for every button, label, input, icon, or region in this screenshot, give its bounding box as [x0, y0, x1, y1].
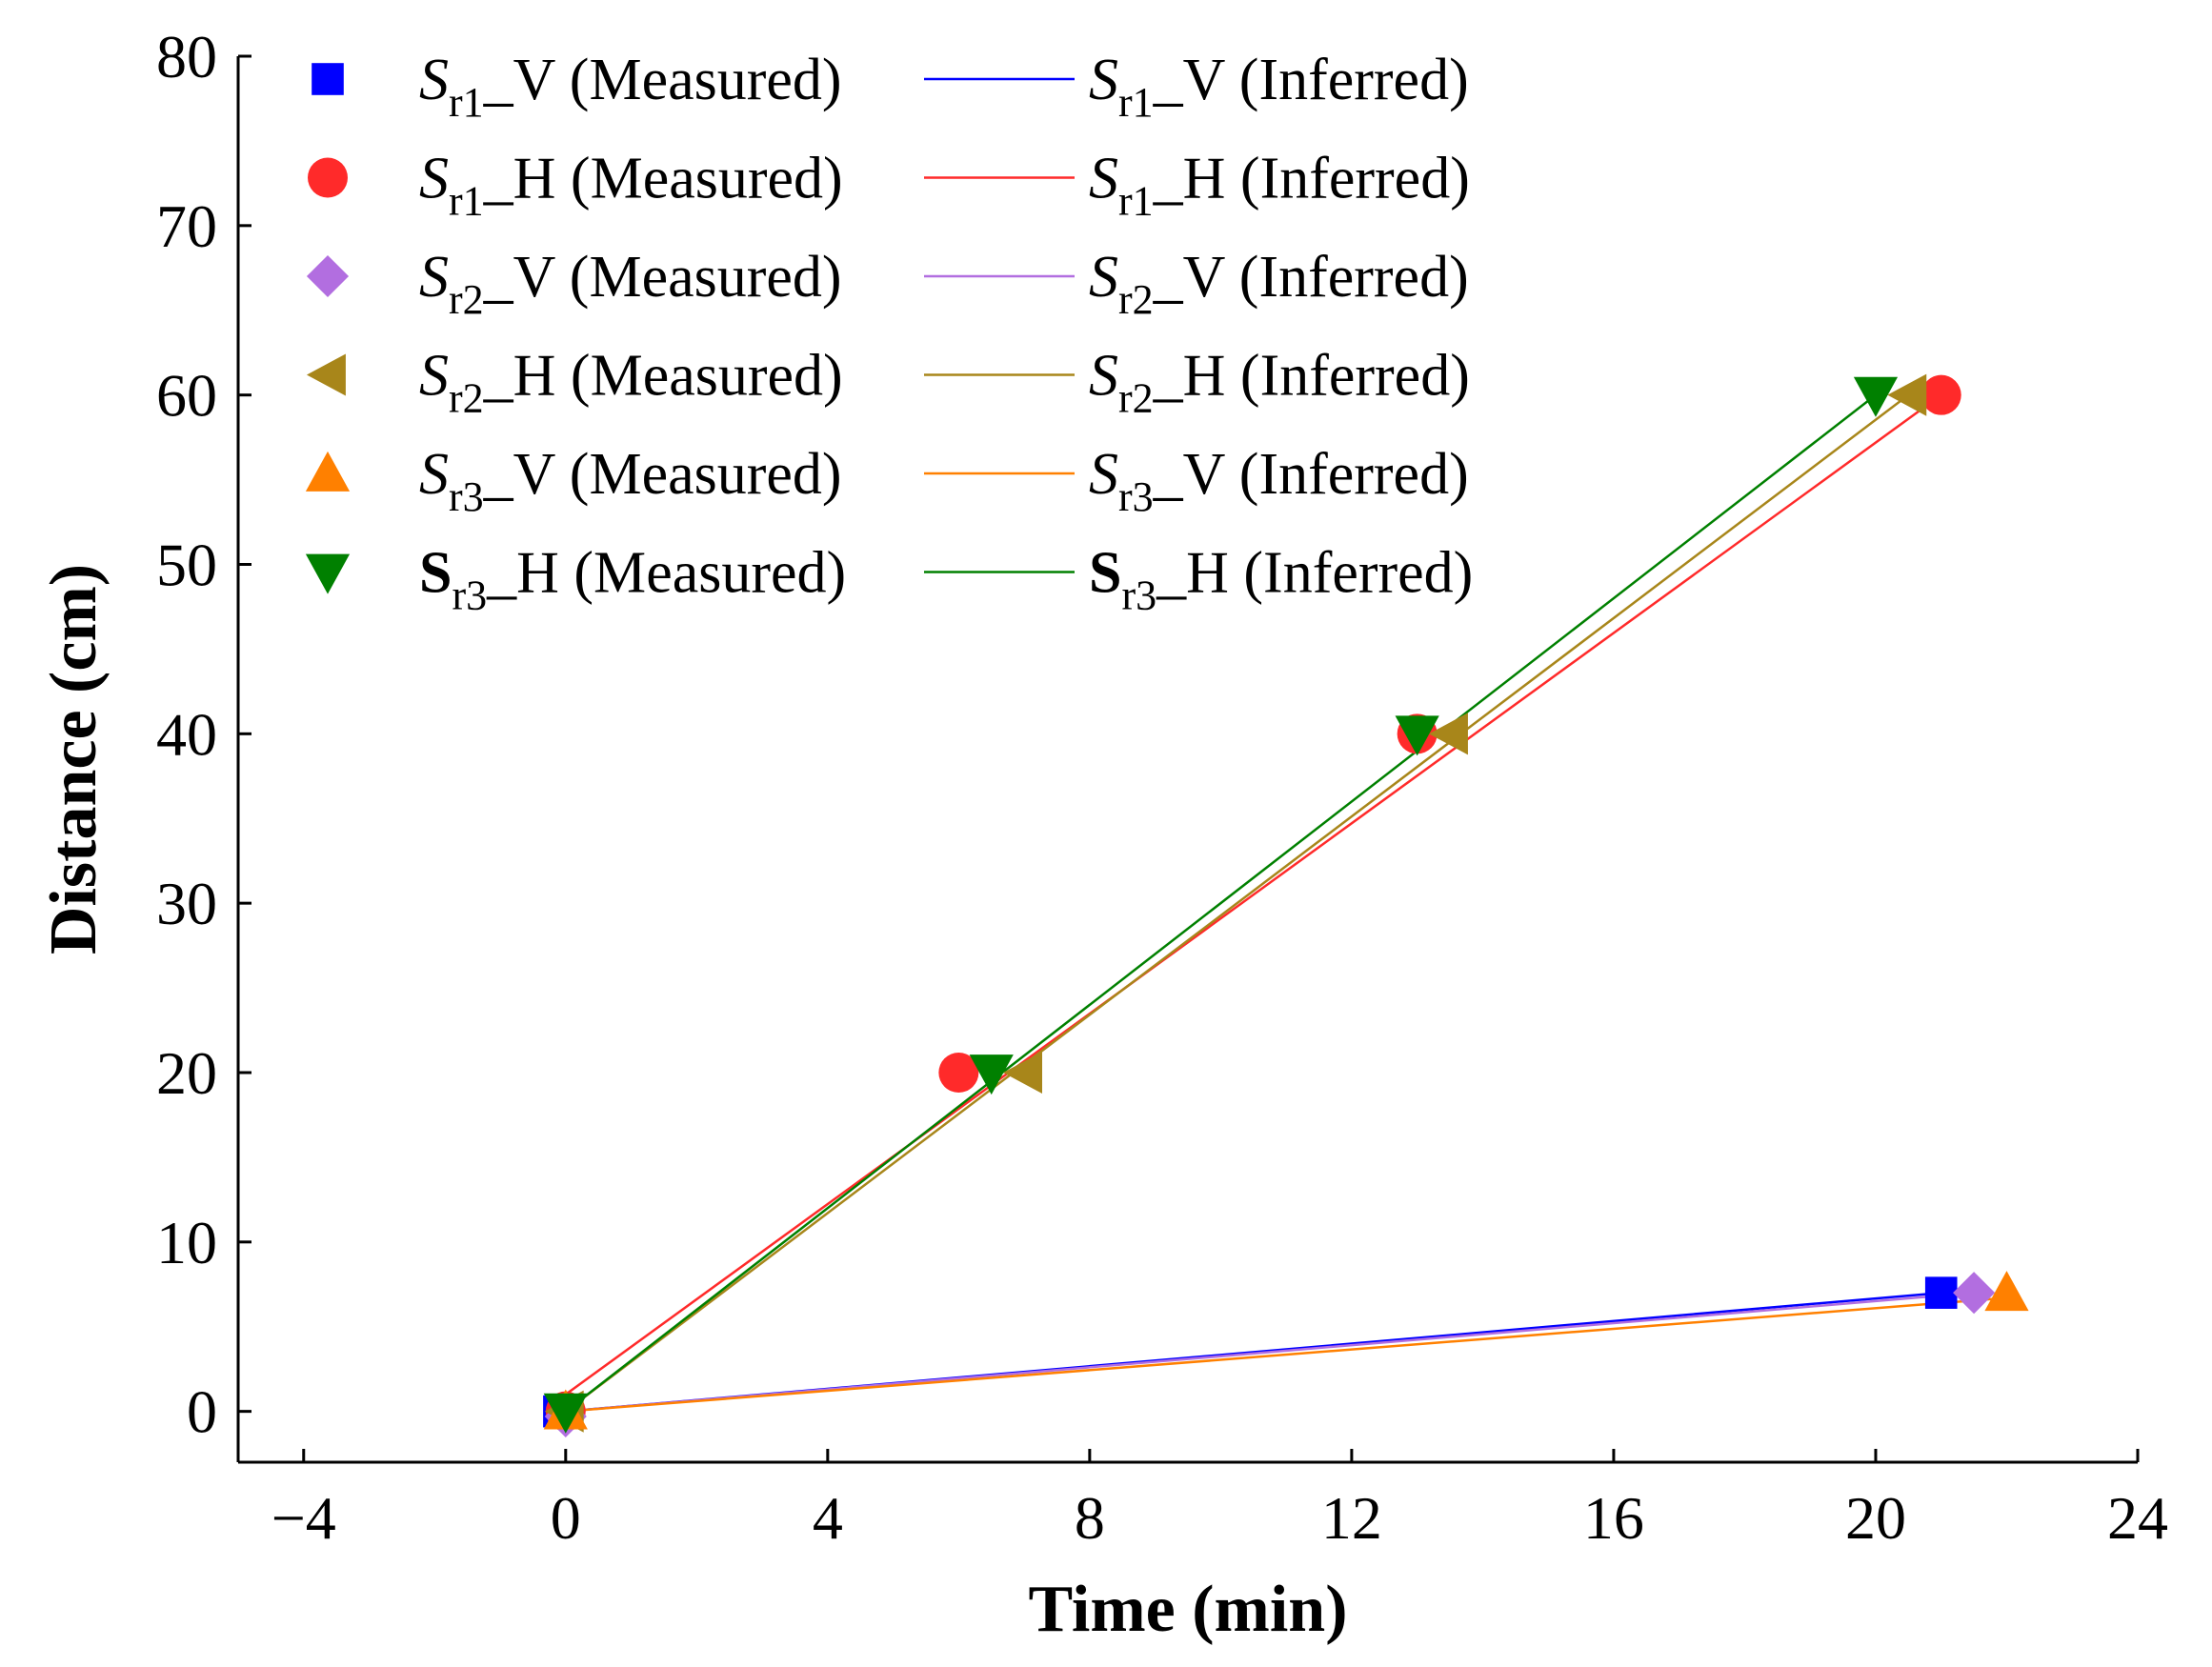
legend-label-inferred-Sr3_H: Sr3_H (Inferred) — [1089, 541, 1473, 619]
data-point-Sr3_H — [543, 1393, 588, 1434]
inferred-line-Sr2_H — [565, 393, 1910, 1413]
data-point-Sr2_H — [1428, 713, 1468, 755]
y-tick-label: 60 — [156, 362, 217, 430]
inferred-lines-layer — [565, 393, 2007, 1413]
y-tick-label: 0 — [187, 1378, 217, 1446]
data-point-Sr2_H — [1003, 1051, 1043, 1095]
legend-label-measured-Sr2_H: Sr2_H (Measured) — [419, 344, 843, 422]
y-tick-label: 40 — [156, 700, 217, 768]
data-point-Sr1_V — [1924, 1276, 1958, 1309]
legend-marker-Sr2_V — [306, 254, 350, 298]
legend-label-inferred-Sr1_V: Sr1_V (Inferred) — [1089, 48, 1469, 126]
y-tick-label: 10 — [156, 1209, 217, 1276]
data-point-Sr3_H — [969, 1054, 1014, 1095]
legend-label-inferred-Sr2_H: Sr2_H (Inferred) — [1089, 344, 1470, 422]
legend-marker-Sr1_H — [308, 157, 348, 198]
legend-label-measured-Sr1_V: Sr1_V (Measured) — [419, 48, 842, 126]
x-tick-label: 4 — [813, 1484, 843, 1552]
data-point-Sr3_H — [1395, 715, 1439, 756]
data-point-Sr3_V — [1984, 1271, 2029, 1312]
y-tick-label: 50 — [156, 531, 217, 598]
y-tick-label: 70 — [156, 192, 217, 260]
y-tick-label: 30 — [156, 870, 217, 937]
legend-label-inferred-Sr2_V: Sr2_V (Inferred) — [1089, 245, 1469, 323]
axes — [236, 56, 2138, 1464]
y-tick-label: 80 — [156, 23, 217, 90]
y-tick-label: 20 — [156, 1039, 217, 1107]
legend-label-measured-Sr3_V: Sr3_V (Measured) — [419, 442, 842, 520]
x-tick-label: −4 — [271, 1484, 336, 1552]
legend-label-inferred-Sr3_V: Sr3_V (Inferred) — [1089, 442, 1469, 520]
x-tick-label: 0 — [551, 1484, 581, 1552]
x-tick-label: 16 — [1583, 1484, 1644, 1552]
data-point-Sr1_H — [938, 1052, 979, 1093]
x-tick-label: 24 — [2107, 1484, 2168, 1552]
x-tick-label: 8 — [1075, 1484, 1105, 1552]
inferred-line-Sr2_V — [565, 1291, 1975, 1413]
data-point-Sr2_V — [1953, 1272, 1996, 1315]
x-tick-label: 12 — [1321, 1484, 1382, 1552]
legend-marker-Sr1_V — [312, 63, 344, 95]
x-tick-label: 20 — [1845, 1484, 1906, 1552]
legend-marker-Sr3_V — [305, 451, 351, 492]
legend-label-measured-Sr2_V: Sr2_V (Measured) — [419, 245, 842, 323]
data-point-Sr1_H — [1920, 374, 1961, 415]
legend-label-measured-Sr3_H: Sr3_H (Measured) — [419, 541, 846, 619]
ticks: −4 0 4 8 12 16 20 24 0 10 20 30 40 50 60 70 80 — [156, 23, 2168, 1552]
legend-label-inferred-Sr1_H: Sr1_H (Inferred) — [1089, 147, 1470, 225]
inferred-line-Sr3_H — [565, 393, 1877, 1413]
inferred-line-Sr3_V — [565, 1296, 2007, 1413]
x-axis-title: Time (min) — [1028, 1573, 1347, 1646]
data-point-Sr3_H — [1853, 376, 1899, 417]
data-point-Sr2_H — [1887, 373, 1927, 416]
legend-label-measured-Sr1_H: Sr1_H (Measured) — [419, 147, 843, 225]
measured-markers-layer — [543, 373, 2029, 1438]
y-axis-title: Distance (cm) — [37, 564, 111, 954]
inferred-line-Sr1_H — [565, 393, 1942, 1396]
legend: Sr1_V (Measured) Sr1_V (Inferred) Sr1_H (M… — [305, 48, 1473, 619]
legend-marker-Sr3_H — [305, 553, 351, 594]
legend-marker-Sr2_H — [306, 353, 346, 396]
